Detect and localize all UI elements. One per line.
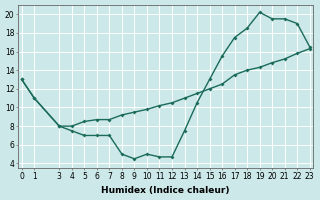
X-axis label: Humidex (Indice chaleur): Humidex (Indice chaleur) <box>101 186 230 195</box>
